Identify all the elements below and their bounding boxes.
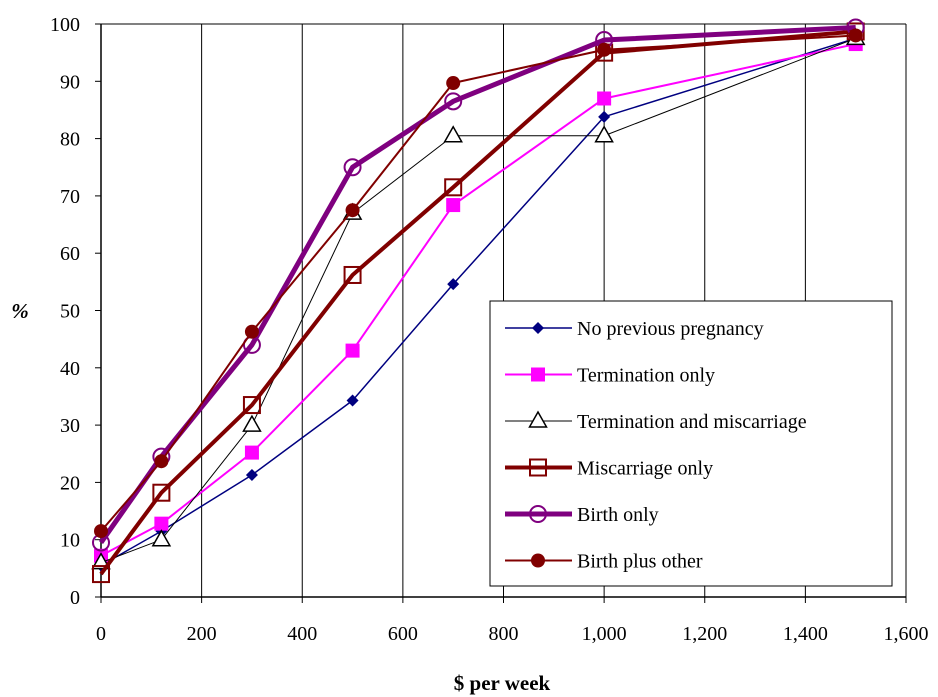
birth-plus-other-marker [154,454,169,469]
y-tick-label: 20 [60,472,80,494]
legend-termination-and-miscarriage-marker [528,410,548,428]
termination-only-marker [244,445,259,460]
x-tick-label: 800 [489,623,519,645]
legend-label: Birth only [577,504,659,526]
no-previous-pregnancy-marker [447,278,460,291]
birth-plus-other-marker [94,524,108,539]
x-tick-label: 600 [388,623,418,645]
birth-plus-other-marker [848,28,863,43]
no-previous-pregnancy-marker [245,468,258,481]
termination-and-miscarriage-marker [594,125,614,143]
termination-only-marker [597,91,612,106]
legend-label: Termination only [577,365,715,387]
legend: No previous pregnancy Termination only Ter… [489,300,893,587]
legend-termination-only-marker [531,367,545,382]
birth-plus-other-marker [345,203,360,218]
termination-only-marker [154,516,169,531]
x-tick-label: 1,600 [884,623,929,645]
y-tick-label: 60 [60,243,80,265]
miscarriage-only-marker [444,178,463,197]
legend-label: Miscarriage only [577,458,713,480]
y-tick-label: 80 [60,129,80,151]
x-tick-label: 1,000 [582,623,627,645]
legend-birth-only-marker [529,505,547,523]
termination-and-miscarriage-marker [151,529,172,547]
legend-birth-plus-other-marker [531,553,545,568]
birth-plus-other-marker [597,42,612,57]
series-group [91,18,866,584]
y-tick-label: 40 [60,358,80,380]
y-tick-label: 70 [60,186,80,208]
termination-and-miscarriage-marker [91,552,111,570]
legend-label: Termination and miscarriage [577,411,807,433]
miscarriage-only-marker [92,565,110,584]
no-previous-pregnancy-marker [598,110,611,123]
legend-label: No previous pregnancy [577,318,764,340]
legend-item-termination-and-miscarriage: Termination and miscarriage [505,410,807,433]
termination-only-marker [345,343,360,358]
termination-and-miscarriage-marker [443,125,463,143]
x-tick-label: 400 [287,623,317,645]
y-tick-label: 30 [60,415,80,437]
y-tick-label: 10 [60,530,80,552]
termination-and-miscarriage-marker [242,414,262,432]
y-tick-label: 0 [70,587,80,609]
birth-plus-other-marker [244,324,259,339]
x-tick-label: 1,200 [682,623,727,645]
x-tick-label: 1,400 [783,623,828,645]
y-tick-label: 90 [60,71,80,93]
miscarriage-only-marker [242,396,261,415]
miscarriage-only-marker [343,265,362,284]
miscarriage-only-marker [152,483,171,502]
legend-label: Birth plus other [577,551,703,573]
legend-no-previous-pregnancy-marker [532,322,544,334]
x-tick-labels: 0 200 400 600 800 1,000 1,200 1,400 1,600 [96,597,929,645]
x-axis-label: $ per week [454,671,551,695]
termination-only-marker [446,198,461,213]
legend-item-no-previous-pregnancy: No previous pregnancy [505,318,764,340]
y-tick-label: 50 [60,301,80,323]
legend-item-birth-only: Birth only [505,504,659,526]
legend-item-birth-plus-other: Birth plus other [505,551,703,573]
legend-item-miscarriage-only: Miscarriage only [505,458,713,480]
legend-box [489,300,893,587]
birth-only-marker [444,92,463,111]
legend-item-termination-only: Termination only [505,365,715,387]
no-previous-pregnancy-marker [346,394,359,407]
series-birth-plus-other [94,28,863,539]
y-tick-labels: 0 10 20 30 40 50 60 70 80 90 100 [50,14,101,609]
birth-plus-other-marker [446,76,461,91]
y-axis-label: % [11,299,29,323]
legend-miscarriage-only-marker [529,458,547,477]
x-tick-label: 0 [96,623,106,645]
y-tick-label: 100 [50,14,80,36]
birth-only-marker [343,158,362,177]
x-tick-label: 200 [187,623,217,645]
